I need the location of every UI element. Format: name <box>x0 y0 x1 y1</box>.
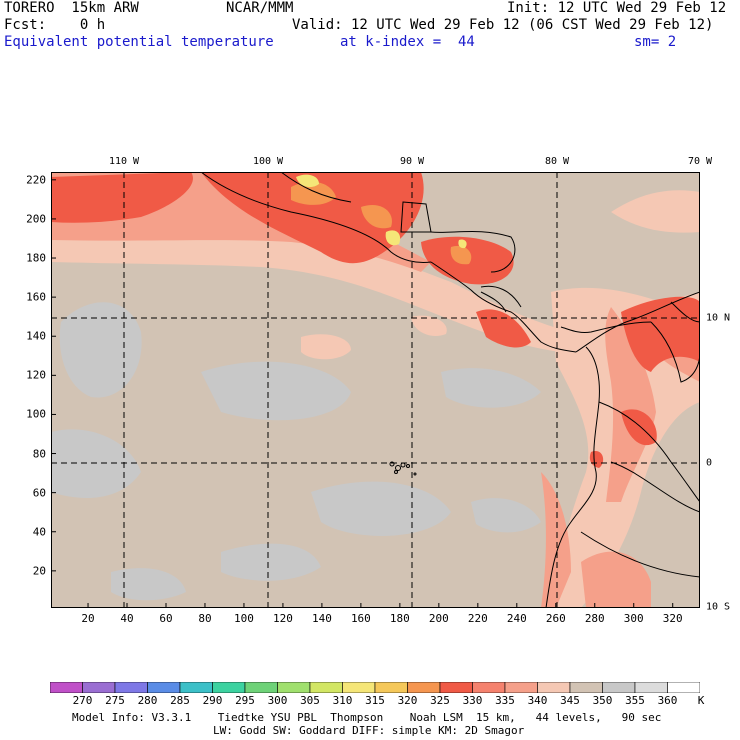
lon-label-90w: 90 W <box>399 156 425 167</box>
theta-e-map[interactable] <box>51 172 700 608</box>
x-tick-label: 80 <box>198 612 212 625</box>
x-tick-label: 180 <box>389 612 410 625</box>
y-tick-label: 120 <box>26 368 46 382</box>
field-yellow <box>296 174 467 249</box>
colorbar-swatch <box>537 682 571 693</box>
colorbar-swatch <box>439 682 473 693</box>
colorbar-label: 340 <box>527 694 548 707</box>
y-tick-label: 160 <box>26 290 46 304</box>
init-time: Init: 12 UTC Wed 29 Feb 12 <box>507 0 727 16</box>
colorbar-swatch <box>667 682 700 693</box>
y-tick-label: 100 <box>26 407 46 421</box>
lat-label-10n: 10 N <box>706 312 731 324</box>
colorbar-swatch <box>147 682 181 693</box>
coastlines <box>200 172 700 608</box>
field-orange <box>291 181 472 265</box>
colorbar-label: 300 <box>267 694 288 707</box>
colorbar-label: 320 <box>397 694 418 707</box>
x-tick-label: 260 <box>545 612 566 625</box>
lat-lon-grid <box>51 172 700 608</box>
x-tick-label: 20 <box>81 612 95 625</box>
colorbar-label: 290 <box>202 694 223 707</box>
lon-label-100w: 100 W <box>252 156 284 167</box>
colorbar-swatch <box>82 682 116 693</box>
colorbar-label: 280 <box>137 694 158 707</box>
x-tick-label: 220 <box>467 612 488 625</box>
y-tick-label: 60 <box>32 486 46 500</box>
colorbar-swatch <box>504 682 538 693</box>
lon-label-110w: 110 W <box>108 156 140 167</box>
colorbar-swatch <box>50 682 83 693</box>
lat-label-equator: 0 <box>706 457 713 469</box>
y-tick-label: 220 <box>26 173 46 187</box>
model-info-line2: LW: Godd SW: Goddard DIFF: simple KM: 2D… <box>213 724 525 737</box>
colorbar-swatch <box>244 682 278 693</box>
colorbar-swatch <box>309 682 343 693</box>
colorbar-label: 275 <box>105 694 125 707</box>
colorbar-label: 335 <box>495 694 515 707</box>
organization-label: NCAR/MMM <box>226 0 294 16</box>
x-tick-label: 60 <box>159 612 173 625</box>
y-tick-label: 180 <box>26 251 46 265</box>
colorbar-swatch <box>569 682 603 693</box>
colorbar-label: 325 <box>430 694 450 707</box>
model-info-line1: Model Info: V3.3.1 Tiedtke YSU PBL Thomp… <box>72 711 662 724</box>
y-tick-label: 80 <box>32 447 46 461</box>
colorbar-label: 330 <box>462 694 483 707</box>
y-tick-label: 20 <box>32 564 46 578</box>
colorbar-unit: K <box>697 694 705 707</box>
valid-time: Valid: 12 UTC Wed 29 Feb 12 (06 CST Wed … <box>292 17 714 33</box>
x-tick-label: 160 <box>350 612 371 625</box>
map-frame <box>51 172 700 608</box>
smoothing-label: sm= 2 <box>634 34 677 50</box>
colorbar-label: 355 <box>625 694 645 707</box>
colorbar-swatch <box>179 682 213 693</box>
colorbar-swatch <box>407 682 441 693</box>
forecast-hour: Fcst: 0 h <box>4 17 106 33</box>
x-tick-label: 280 <box>584 612 605 625</box>
colorbar-label: 345 <box>560 694 580 707</box>
colorbar-label: 310 <box>332 694 353 707</box>
x-tick-label: 300 <box>623 612 644 625</box>
y-tick-label: 200 <box>26 212 46 226</box>
model-title: TORERO 15km ARW <box>4 0 139 16</box>
colorbar-swatch <box>634 682 668 693</box>
colorbar-swatch <box>602 682 636 693</box>
x-tick-label: 140 <box>311 612 332 625</box>
colorbar-swatch <box>212 682 246 693</box>
x-tick-label: 240 <box>506 612 527 625</box>
field-red <box>51 172 700 468</box>
x-tick-label: 40 <box>120 612 134 625</box>
colorbar-swatch <box>277 682 311 693</box>
level-label: at k-index = 44 <box>340 34 475 50</box>
axis-ticks <box>51 179 674 608</box>
colorbar-swatch <box>342 682 376 693</box>
colorbar-label: 350 <box>592 694 613 707</box>
colorbar-label: 270 <box>72 694 93 707</box>
x-tick-label: 200 <box>428 612 449 625</box>
colorbar-label: 305 <box>300 694 320 707</box>
y-tick-label: 40 <box>32 525 46 539</box>
y-tick-label: 140 <box>26 329 46 343</box>
colorbar-swatch <box>472 682 506 693</box>
field-gray-patches <box>51 302 541 601</box>
x-tick-label: 320 <box>662 612 683 625</box>
colorbar-label: 315 <box>365 694 385 707</box>
colorbar-label: 360 <box>657 694 678 707</box>
x-tick-label: 100 <box>234 612 254 625</box>
colorbar-label: 295 <box>235 694 255 707</box>
lat-label-10s: 10 S <box>706 601 731 613</box>
colorbar-swatch <box>374 682 408 693</box>
lon-label-80w: 80 W <box>544 156 570 167</box>
field-name: Equivalent potential temperature <box>4 34 274 50</box>
colorbar-swatch <box>114 682 148 693</box>
lon-label-70w: 70 W <box>687 156 713 167</box>
colorbar <box>50 682 700 693</box>
x-tick-label: 120 <box>272 612 293 625</box>
colorbar-label: 285 <box>170 694 190 707</box>
